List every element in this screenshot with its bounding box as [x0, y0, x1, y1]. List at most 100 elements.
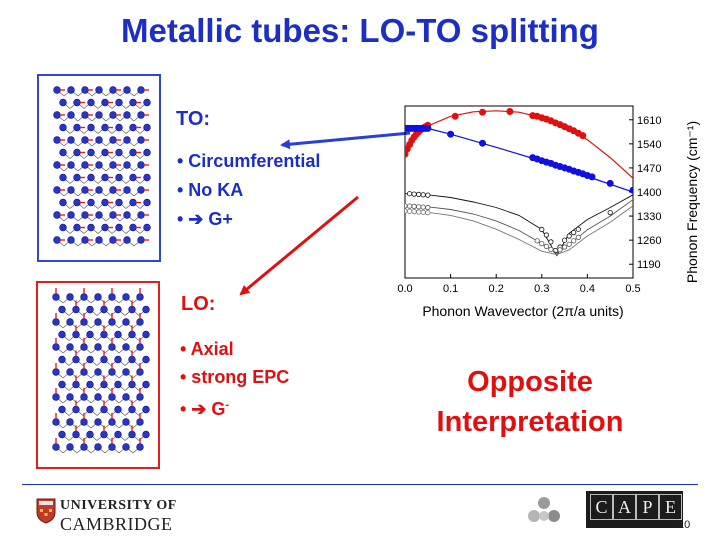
- data-point: [506, 108, 514, 116]
- carbon-atom: [58, 305, 66, 314]
- carbon-atom: [95, 211, 103, 219]
- carbon-atom: [143, 148, 151, 157]
- data-point: [543, 232, 550, 238]
- carbon-atom: [122, 443, 130, 451]
- data-point: [561, 237, 568, 243]
- data-point: [588, 173, 596, 181]
- carbon-atom: [114, 405, 122, 414]
- molecule-logo-icon: [528, 497, 560, 522]
- carbon-atom: [142, 330, 150, 339]
- carbon-atom: [86, 405, 94, 414]
- carbon-atom: [66, 318, 74, 326]
- carbon-atom: [142, 380, 150, 389]
- footer-divider: [22, 484, 698, 485]
- data-point: [579, 132, 587, 140]
- data-point: [629, 186, 633, 194]
- carbon-atom: [67, 111, 75, 119]
- x-axis-label: Phonon Wavevector (2π/a units): [422, 303, 623, 319]
- carbon-atom: [123, 111, 131, 119]
- carbon-atom: [122, 343, 130, 351]
- carbon-atom: [115, 148, 123, 157]
- x-tick-label: 0.5: [625, 283, 640, 295]
- carbon-atom: [143, 123, 151, 132]
- data-point: [416, 209, 422, 215]
- data-point: [571, 238, 577, 244]
- carbon-atom: [95, 186, 103, 194]
- carbon-atom: [122, 293, 130, 301]
- to-bullet-list: • Circumferential • No KA • ➔ G+: [177, 147, 320, 234]
- data-point: [561, 244, 568, 250]
- carbon-atom: [58, 430, 66, 439]
- carbon-atom: [122, 368, 130, 376]
- carbon-atom: [87, 98, 95, 107]
- carbon-atom: [142, 405, 150, 414]
- y-tick-label: 1470: [637, 163, 661, 175]
- carbon-atom: [114, 330, 122, 339]
- g-minus-superscript: -: [225, 399, 230, 411]
- to-mode-nanotube-image: [37, 74, 161, 262]
- data-point: [606, 179, 614, 187]
- page-number: 10: [678, 519, 691, 531]
- carbon-atom: [114, 380, 122, 389]
- series-line: [405, 205, 633, 256]
- lo-mode-nanotube-image: [36, 281, 160, 469]
- carbon-atom: [94, 418, 102, 426]
- carbon-atom: [59, 123, 67, 132]
- data-point: [548, 246, 554, 252]
- carbon-atom: [59, 173, 67, 182]
- lo-label: LO:: [181, 293, 216, 315]
- data-point: [411, 209, 417, 215]
- data-point: [566, 241, 572, 247]
- carbon-atom: [123, 211, 131, 219]
- carbon-atom: [67, 86, 75, 94]
- carbon-atom: [58, 355, 66, 364]
- conclusion-line-2: Interpretation: [436, 406, 624, 438]
- carbon-atom: [94, 368, 102, 376]
- university-logo: UNIVERSITY OF CAMBRIDGE: [60, 498, 177, 535]
- carbon-atom: [114, 430, 122, 439]
- data-point: [420, 192, 426, 198]
- series-line: [405, 199, 633, 254]
- carbon-atom: [142, 305, 150, 314]
- data-point: [571, 230, 577, 236]
- carbon-atom: [95, 236, 103, 244]
- carbon-atom: [94, 293, 102, 301]
- data-point: [575, 226, 581, 232]
- carbon-atom: [122, 393, 130, 401]
- conclusion-text: Opposite Interpretation: [400, 362, 660, 442]
- data-point: [405, 203, 408, 209]
- data-point: [425, 204, 431, 211]
- to-bullet-g-plus: • ➔ G+: [177, 209, 233, 229]
- carbon-atom: [86, 355, 94, 364]
- carbon-atom: [86, 430, 94, 439]
- carbon-atom: [143, 173, 151, 182]
- data-point: [411, 191, 417, 197]
- data-point: [405, 150, 409, 158]
- data-point: [416, 191, 422, 197]
- carbon-atom: [115, 223, 123, 232]
- carbon-atom: [87, 198, 95, 207]
- data-point: [557, 247, 563, 253]
- lo-pointer-arrow: [239, 195, 359, 296]
- cape-letter-c: C: [590, 494, 613, 520]
- data-point: [548, 239, 554, 245]
- x-tick-label: 0.3: [534, 283, 549, 295]
- to-bullet-no-ka: • No KA: [177, 180, 244, 200]
- data-point: [416, 204, 422, 210]
- y-tick-label: 1610: [637, 115, 661, 127]
- carbon-atom: [87, 223, 95, 232]
- carbon-atom: [67, 236, 75, 244]
- data-point: [543, 243, 550, 249]
- carbon-atom: [66, 443, 74, 451]
- series-line: [405, 193, 633, 257]
- y-tick-label: 1260: [637, 235, 661, 247]
- cape-letter-e: E: [659, 494, 682, 520]
- x-tick-label: 0.0: [397, 283, 412, 295]
- carbon-atom: [142, 355, 150, 364]
- carbon-atom: [95, 161, 103, 169]
- carbon-atom: [86, 380, 94, 389]
- carbon-atom: [115, 173, 123, 182]
- carbon-atom: [67, 211, 75, 219]
- carbon-atom: [66, 343, 74, 351]
- carbon-atom: [58, 405, 66, 414]
